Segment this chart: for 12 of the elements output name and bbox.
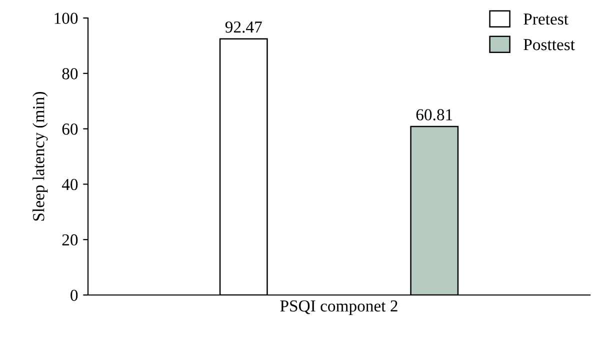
legend-label: Pretest (524, 14, 568, 25)
legend-label: Posttest (524, 39, 575, 50)
y-tick-label: 80 (62, 68, 78, 80)
y-tick-label: 60 (62, 124, 78, 135)
y-tick-label: 20 (62, 234, 78, 246)
y-tick-label: 0 (70, 290, 78, 301)
y-axis-title: Sleep latency (min) (32, 92, 48, 221)
y-tick-label: 40 (62, 178, 78, 190)
y-tick-label: 100 (54, 12, 78, 24)
x-tick-label: PSQI componet 2 (280, 300, 398, 315)
data-label: 60.81 (416, 109, 452, 120)
data-label: 92.47 (225, 21, 262, 33)
